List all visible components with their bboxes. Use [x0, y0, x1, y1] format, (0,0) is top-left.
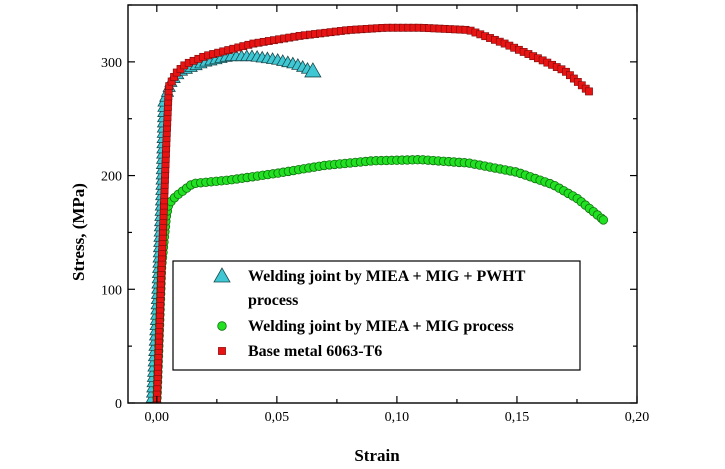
y-tick-label: 300: [101, 56, 122, 71]
legend-label: Base metal 6063-T6: [248, 343, 382, 360]
legend-label: Welding joint by MIEA + MIG + PWHT: [248, 268, 526, 285]
y-tick-label: 100: [101, 283, 122, 298]
square-marker: [585, 87, 593, 96]
legend-triangle-marker: [213, 267, 231, 283]
series-group: [145, 23, 609, 403]
x-tick-label: 0,05: [265, 410, 290, 425]
plot-frame: [127, 4, 638, 404]
x-tick-label: 0,20: [625, 410, 650, 425]
series-square: [152, 23, 593, 403]
x-tick-label: 0,10: [385, 410, 410, 425]
circle-marker: [598, 215, 609, 225]
y-tick-label: 0: [115, 397, 122, 412]
x-tick-label: 0,15: [505, 410, 530, 425]
legend-label: Welding joint by MIEA + MIG process: [248, 318, 514, 335]
legend-label-continued: process: [248, 292, 298, 309]
y-tick-label: 200: [101, 170, 122, 185]
axes: 0,00 0,05 0,10 0,15 0,20 0 100 200 300: [101, 4, 650, 425]
x-axis-title: Strain: [354, 446, 400, 465]
legend-box: [172, 260, 581, 371]
y-axis-title: Stress, (MPa): [69, 183, 88, 281]
legend-circle-marker: [217, 321, 227, 331]
legend-square-marker: [218, 347, 226, 355]
triangle-end-marker: [304, 62, 322, 78]
x-tick-label: 0,00: [145, 410, 170, 425]
plot-area: [145, 23, 609, 403]
legend: Welding joint by MIEA + MIG + PWHT proces…: [172, 260, 581, 371]
